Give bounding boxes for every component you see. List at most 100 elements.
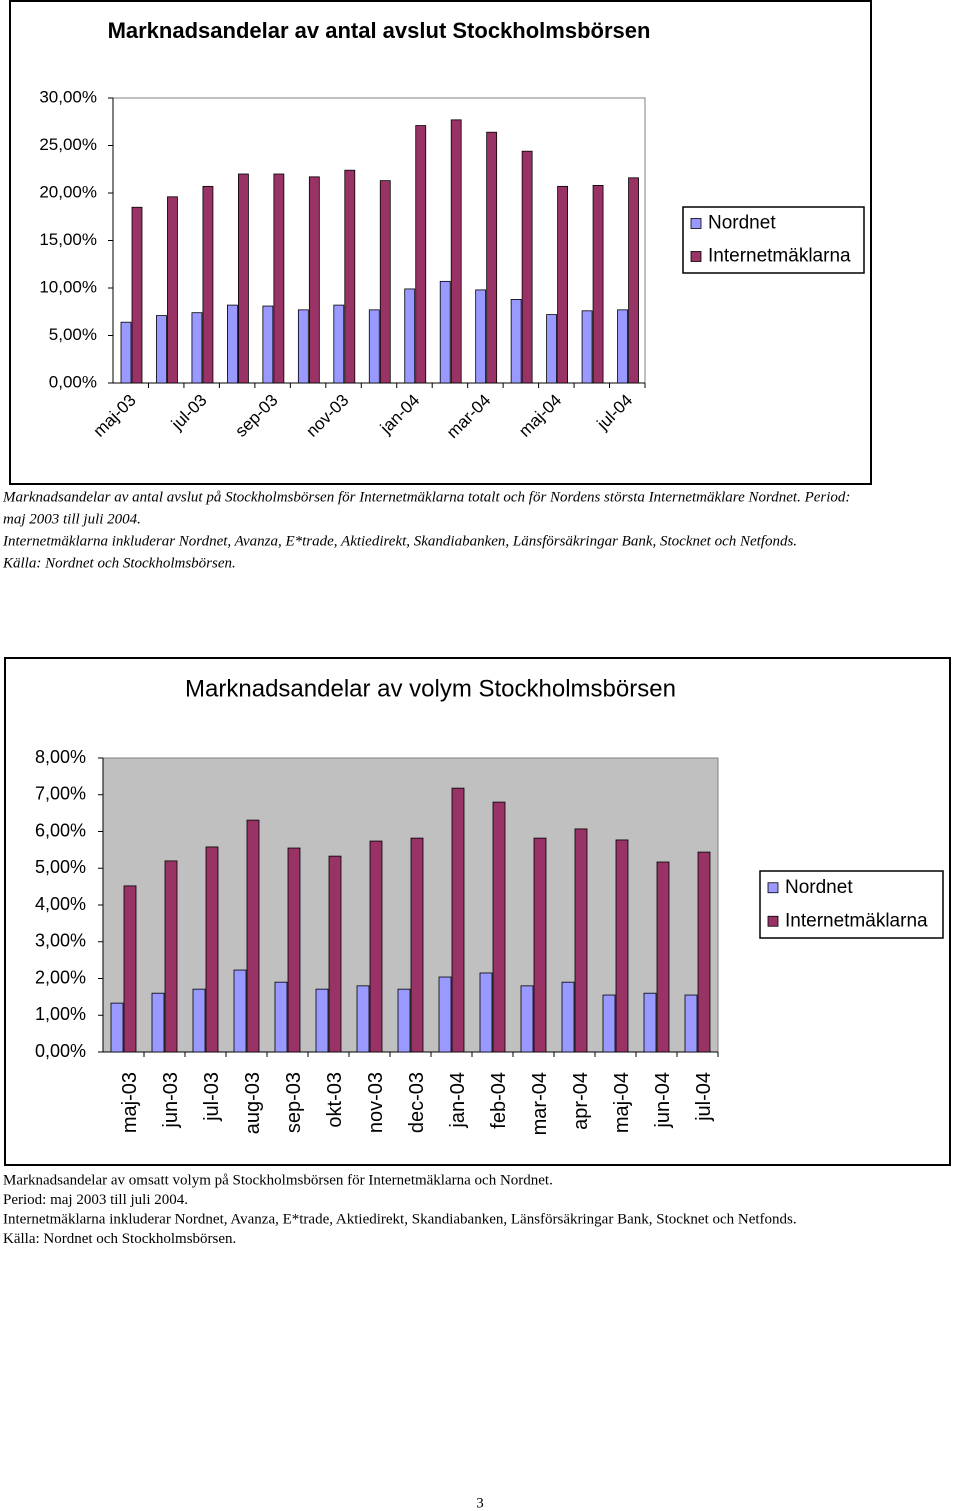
legend-swatch <box>690 251 702 262</box>
bar <box>167 196 178 384</box>
bar <box>439 280 451 384</box>
y-tick-label: 0,00% <box>35 1041 86 1061</box>
y-tick-label: 15,00% <box>39 230 97 249</box>
caption-line: Internetmäklarna inkluderar Nordnet, Ava… <box>3 1211 797 1227</box>
bar <box>486 131 498 384</box>
y-tick-label: 1,00% <box>35 1004 86 1024</box>
bar <box>410 837 424 1053</box>
bar <box>450 119 462 384</box>
bar <box>287 847 301 1053</box>
bar <box>533 837 547 1053</box>
bar <box>164 860 178 1053</box>
bar <box>297 309 309 384</box>
legend-label: Nordnet <box>708 213 776 234</box>
x-tick-label: aug-03 <box>242 1072 264 1134</box>
caption-line: Period: maj 2003 till juli 2004. <box>3 1192 188 1208</box>
caption-line: Internetmäklarna inkluderar Nordnet, Ava… <box>2 533 797 549</box>
legend-box <box>682 206 865 274</box>
legend-label: Internetmäklarna <box>708 246 851 267</box>
legend-label: Internetmäklarna <box>785 910 928 931</box>
bar <box>368 309 380 384</box>
bar <box>602 994 616 1053</box>
bar <box>574 828 588 1053</box>
bar <box>475 289 487 384</box>
y-tick-label: 20,00% <box>39 182 97 201</box>
bar <box>274 981 288 1053</box>
legend-swatch <box>767 882 779 894</box>
y-tick-label: 6,00% <box>35 820 86 840</box>
legend-box <box>759 870 944 939</box>
chart-title: Marknadsandelar av antal avslut Stockhol… <box>108 18 651 43</box>
bar <box>226 304 238 384</box>
plot-area <box>102 757 719 1053</box>
bar <box>697 851 711 1053</box>
x-tick-label: sep-03 <box>283 1072 305 1133</box>
bar <box>205 846 219 1053</box>
bar <box>684 994 698 1053</box>
caption-line: Marknadsandelar av omsatt volym på Stock… <box>3 1172 553 1188</box>
y-tick-label: 7,00% <box>35 784 86 804</box>
chart-title: Marknadsandelar av volym Stockholmsbörse… <box>185 675 676 702</box>
caption-line: maj 2003 till juli 2004. <box>3 511 141 527</box>
caption-line: Källa: Nordnet och Stockholmsbörsen. <box>2 555 236 571</box>
bar <box>451 787 465 1053</box>
bar <box>643 992 657 1053</box>
y-tick-label: 10,00% <box>39 277 97 296</box>
x-tick-label: dec-03 <box>406 1072 428 1133</box>
caption-line: Källa: Nordnet och Stockholmsbörsen. <box>3 1231 236 1247</box>
bar <box>123 885 137 1053</box>
bar <box>151 992 165 1053</box>
bar <box>131 206 143 384</box>
bar <box>246 819 260 1053</box>
bar <box>557 185 568 384</box>
y-tick-label: 5,00% <box>35 857 86 877</box>
bar <box>615 839 629 1053</box>
bar <box>546 314 557 384</box>
y-tick-label: 25,00% <box>39 135 97 154</box>
bar <box>492 801 506 1053</box>
bar <box>120 321 132 384</box>
bar <box>581 310 593 384</box>
x-tick-label: jan-04 <box>447 1072 469 1129</box>
bar <box>328 855 342 1053</box>
bar <box>369 840 383 1053</box>
x-tick-label: maj-03 <box>119 1072 141 1133</box>
page-number: 3 <box>476 1495 484 1511</box>
x-tick-label: jun-03 <box>160 1072 182 1129</box>
x-tick-label: jun-04 <box>652 1072 674 1129</box>
bar <box>379 180 391 384</box>
bar <box>656 861 670 1053</box>
bar <box>233 969 247 1053</box>
y-tick-label: 2,00% <box>35 967 86 987</box>
bar <box>479 972 493 1053</box>
y-tick-label: 30,00% <box>39 87 97 106</box>
x-tick-label: okt-03 <box>324 1072 346 1128</box>
bar <box>520 985 534 1053</box>
legend-swatch <box>690 218 702 229</box>
bar <box>237 173 249 384</box>
bar <box>561 981 575 1053</box>
bar <box>404 288 416 384</box>
bar <box>308 176 320 384</box>
x-tick-label: feb-04 <box>488 1072 510 1129</box>
bar <box>315 988 329 1053</box>
bar <box>156 315 167 384</box>
bar <box>438 976 452 1053</box>
bar <box>592 184 604 384</box>
bar <box>415 125 427 384</box>
x-tick-label: nov-03 <box>365 1072 387 1133</box>
y-tick-label: 3,00% <box>35 931 86 951</box>
bar <box>510 298 522 384</box>
bar <box>344 169 356 384</box>
x-tick-label: jul-03 <box>201 1072 223 1122</box>
y-tick-label: 8,00% <box>35 747 86 767</box>
y-tick-label: 4,00% <box>35 894 86 914</box>
bar <box>192 988 206 1053</box>
x-tick-label: jul-04 <box>693 1072 715 1122</box>
x-tick-label: apr-04 <box>570 1072 592 1130</box>
legend-swatch <box>767 915 779 927</box>
bar <box>356 985 370 1053</box>
bar <box>617 309 628 384</box>
y-tick-label: 5,00% <box>49 325 97 344</box>
